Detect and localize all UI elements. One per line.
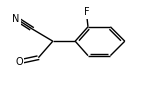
Text: O: O: [15, 57, 23, 67]
Text: F: F: [84, 7, 89, 17]
Text: N: N: [12, 13, 20, 24]
